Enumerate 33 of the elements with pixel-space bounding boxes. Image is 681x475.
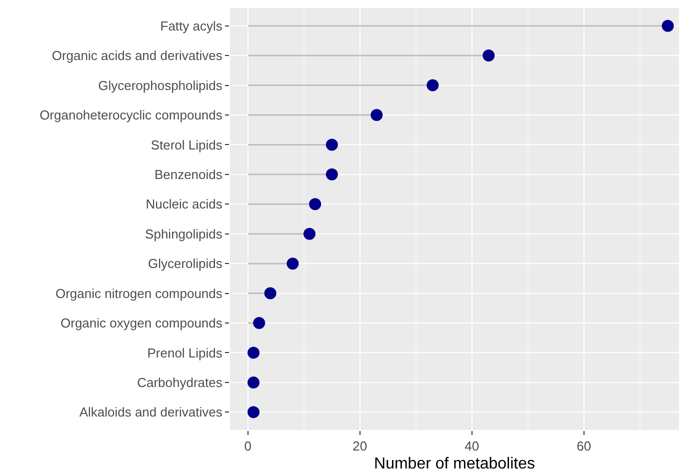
y-tick-label: Organic oxygen compounds xyxy=(60,316,223,331)
point xyxy=(482,50,495,62)
point xyxy=(426,79,439,92)
x-axis-title: Number of metabolites xyxy=(374,455,535,472)
point xyxy=(326,168,338,180)
point xyxy=(264,287,276,300)
y-tick-label: Organic acids and derivatives xyxy=(52,48,223,64)
point xyxy=(248,346,260,359)
x-tick-label: 40 xyxy=(464,438,480,454)
y-tick-label: Fatty acyls xyxy=(160,18,223,34)
point xyxy=(248,406,260,418)
point xyxy=(286,258,299,270)
point xyxy=(326,138,338,151)
y-tick-label: Sphingolipids xyxy=(145,226,223,242)
y-tick-label: Alkaloids and derivatives xyxy=(79,404,223,420)
y-tick-label: Organoheterocyclic compounds xyxy=(40,108,223,123)
point xyxy=(662,20,674,32)
y-tick-label: Glycerophospholipids xyxy=(98,78,223,93)
y-tick-label: Sterol Lipids xyxy=(150,137,223,152)
y-tick-label: Prenol Lipids xyxy=(147,345,223,360)
x-tick-label: 60 xyxy=(576,438,592,454)
point xyxy=(304,228,316,240)
y-tick-label: Organic nitrogen compounds xyxy=(55,286,223,301)
y-tick-label: Benzenoids xyxy=(154,166,223,182)
x-tick-label: 20 xyxy=(352,438,368,454)
y-tick-label: Nucleic acids xyxy=(146,196,223,212)
y-tick-label: Carbohydrates xyxy=(137,375,223,390)
point xyxy=(370,108,383,121)
point xyxy=(253,317,266,330)
point xyxy=(248,376,260,388)
y-tick-label: Glycerolipids xyxy=(148,256,223,272)
point xyxy=(309,198,322,210)
x-tick-label: 0 xyxy=(244,438,252,454)
